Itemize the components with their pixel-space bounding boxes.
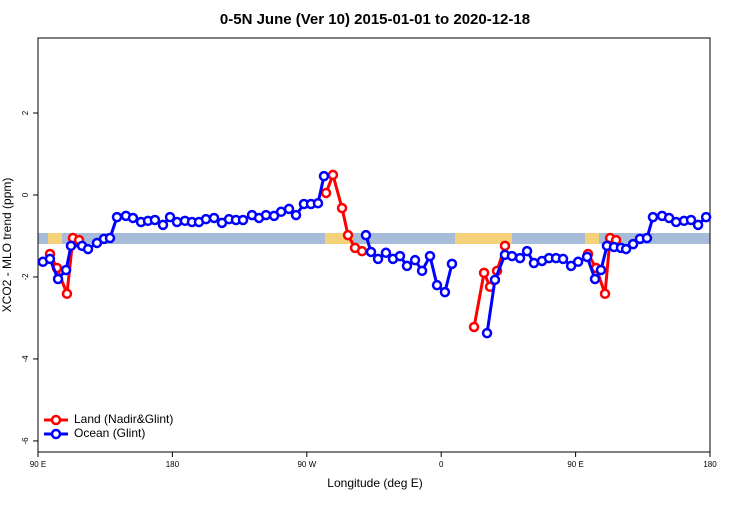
- data-point: [336, 202, 348, 214]
- data-point: [356, 245, 368, 257]
- data-point: [439, 286, 451, 298]
- surface-band: [38, 233, 710, 244]
- chart-title: 0-5N June (Ver 10) 2015-01-01 to 2020-12…: [220, 11, 530, 28]
- legend-label: Land (Nadir&Glint): [74, 412, 173, 426]
- data-point: [581, 251, 593, 263]
- data-point: [521, 245, 533, 257]
- data-point: [372, 253, 384, 265]
- legend-marker: [50, 414, 62, 426]
- data-point: [60, 264, 72, 276]
- data-point: [647, 211, 659, 223]
- data-point: [260, 209, 272, 221]
- x-tick-label: 0: [439, 460, 444, 469]
- data-point: [627, 238, 639, 250]
- data-point: [700, 211, 712, 223]
- data-point: [149, 214, 161, 226]
- data-point: [61, 288, 73, 300]
- data-point: [489, 274, 501, 286]
- legend-label: Ocean (Glint): [74, 426, 145, 440]
- data-point: [318, 170, 330, 182]
- y-tick-label: 0: [21, 192, 30, 197]
- data-point: [327, 169, 339, 181]
- data-point: [514, 252, 526, 264]
- data-point: [360, 229, 372, 241]
- data-point: [685, 214, 697, 226]
- x-tick-label: 90 E: [30, 460, 46, 469]
- series: [37, 170, 712, 339]
- plot-frame: [37, 37, 711, 453]
- data-point: [572, 256, 584, 268]
- data-point: [171, 216, 183, 228]
- data-point: [52, 273, 64, 285]
- data-point: [342, 229, 354, 241]
- data-point: [104, 232, 116, 244]
- data-point: [599, 288, 611, 300]
- data-point: [380, 247, 392, 259]
- data-point: [401, 260, 413, 272]
- data-point: [481, 327, 493, 339]
- y-tick-label: 2: [21, 110, 30, 115]
- data-point: [506, 250, 518, 262]
- y-axis-label: XCO2 - MLO trend (ppm): [0, 178, 14, 313]
- series: [44, 169, 622, 333]
- data-point: [416, 265, 428, 277]
- data-point: [692, 219, 704, 231]
- data-point: [127, 212, 139, 224]
- data-point: [82, 243, 94, 255]
- data-point: [431, 279, 443, 291]
- data-point: [424, 250, 436, 262]
- data-point: [478, 267, 490, 279]
- data-point: [670, 216, 682, 228]
- x-tick-label: 180: [166, 460, 180, 469]
- data-point: [312, 197, 324, 209]
- data-point: [44, 253, 56, 265]
- data-point: [157, 219, 169, 231]
- x-axis-label: Longitude (deg E): [327, 476, 422, 490]
- data-point: [283, 203, 295, 215]
- data-point: [164, 211, 176, 223]
- data-point: [499, 240, 511, 252]
- data-point: [528, 257, 540, 269]
- y-tick-label: -6: [21, 437, 30, 445]
- data-point: [320, 187, 332, 199]
- data-point: [65, 240, 77, 252]
- data-point: [290, 209, 302, 221]
- data-point: [589, 273, 601, 285]
- data-point: [409, 254, 421, 266]
- x-tick-label: 90 W: [297, 460, 316, 469]
- data-point: [595, 264, 607, 276]
- data-point: [446, 258, 458, 270]
- data-point: [620, 243, 632, 255]
- x-tick-label: 90 E: [567, 460, 583, 469]
- legend-marker: [50, 428, 62, 440]
- y-tick-label: -2: [21, 273, 30, 281]
- data-point: [237, 214, 249, 226]
- x-tick-label: 180: [703, 460, 717, 469]
- data-point: [208, 212, 220, 224]
- y-tick-label: -4: [21, 355, 30, 363]
- data-point: [365, 246, 377, 258]
- data-point: [111, 211, 123, 223]
- data-point: [468, 321, 480, 333]
- data-point: [394, 250, 406, 262]
- data-point: [200, 213, 212, 225]
- data-point: [557, 253, 569, 265]
- data-point: [641, 232, 653, 244]
